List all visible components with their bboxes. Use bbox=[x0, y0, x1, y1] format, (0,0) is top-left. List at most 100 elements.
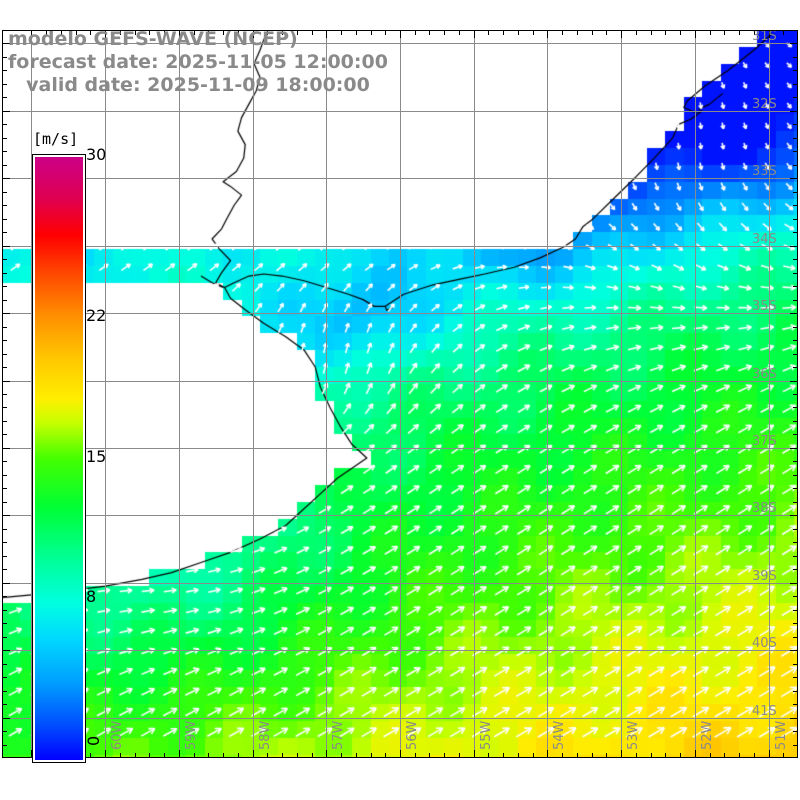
colorbar-tick: 0 bbox=[84, 735, 103, 746]
tick-minor bbox=[2, 70, 7, 71]
grid-line-lat bbox=[2, 313, 798, 314]
grid-line-lat bbox=[2, 43, 798, 44]
longitude-label: 60W bbox=[110, 720, 125, 750]
tick-minor bbox=[90, 30, 91, 35]
grid-line-lat bbox=[2, 448, 798, 449]
tick-major bbox=[2, 718, 10, 719]
grid-line-lon bbox=[253, 30, 254, 758]
tick-minor bbox=[282, 753, 283, 758]
grid-line-lat bbox=[2, 381, 798, 382]
tick-major bbox=[790, 448, 798, 449]
colorbar-tick: 8 bbox=[86, 587, 97, 607]
tick-major bbox=[695, 30, 696, 38]
tick-minor bbox=[754, 753, 755, 758]
grid-line-lon bbox=[400, 30, 401, 758]
tick-major bbox=[621, 30, 622, 38]
tick-minor bbox=[341, 30, 342, 35]
tick-minor bbox=[2, 192, 7, 193]
longitude-label: 59W bbox=[184, 720, 199, 750]
tick-major bbox=[179, 30, 180, 38]
tick-major bbox=[547, 750, 548, 758]
tick-major bbox=[695, 750, 696, 758]
tick-minor bbox=[793, 556, 798, 557]
tick-minor bbox=[606, 753, 607, 758]
map-plot-area[interactable]: 61W60W59W58W57W56W55W54W53W52W51W 31S32S… bbox=[2, 30, 798, 758]
tick-minor bbox=[793, 300, 798, 301]
tick-minor bbox=[793, 407, 798, 408]
tick-minor bbox=[793, 219, 798, 220]
tick-major bbox=[547, 30, 548, 38]
tick-minor bbox=[2, 542, 7, 543]
tick-minor bbox=[356, 30, 357, 35]
tick-minor bbox=[385, 30, 386, 35]
tick-minor bbox=[429, 753, 430, 758]
tick-minor bbox=[793, 286, 798, 287]
tick-minor bbox=[459, 753, 460, 758]
tick-minor bbox=[503, 753, 504, 758]
tick-major bbox=[2, 246, 10, 247]
tick-minor bbox=[2, 219, 7, 220]
tick-minor bbox=[2, 502, 7, 503]
tick-minor bbox=[518, 30, 519, 35]
tick-major bbox=[2, 583, 10, 584]
tick-minor bbox=[2, 340, 7, 341]
tick-minor bbox=[793, 488, 798, 489]
tick-minor bbox=[2, 637, 7, 638]
tick-minor bbox=[503, 30, 504, 35]
longitude-label: 52W bbox=[700, 720, 715, 750]
tick-minor bbox=[793, 259, 798, 260]
tick-minor bbox=[2, 664, 7, 665]
tick-minor bbox=[312, 30, 313, 35]
tick-minor bbox=[793, 97, 798, 98]
tick-minor bbox=[793, 569, 798, 570]
colorbar-tick: 30 bbox=[86, 145, 107, 164]
grid-line-lat bbox=[2, 178, 798, 179]
grid-line-lon bbox=[31, 30, 32, 758]
tick-minor bbox=[76, 30, 77, 35]
latitude-label: 36S bbox=[752, 367, 777, 382]
longitude-label: 58W bbox=[258, 720, 273, 750]
tick-minor bbox=[710, 30, 711, 35]
tick-minor bbox=[2, 569, 7, 570]
tick-minor bbox=[282, 30, 283, 35]
grid-line-lon bbox=[179, 30, 180, 758]
tick-major bbox=[790, 718, 798, 719]
grid-line-lon bbox=[769, 30, 770, 758]
tick-minor bbox=[739, 753, 740, 758]
tick-minor bbox=[2, 475, 7, 476]
tick-minor bbox=[444, 753, 445, 758]
tick-minor bbox=[783, 30, 784, 35]
tick-minor bbox=[793, 529, 798, 530]
tick-major bbox=[474, 30, 475, 38]
longitude-label: 54W bbox=[552, 720, 567, 750]
latitude-label: 32S bbox=[752, 97, 777, 112]
tick-minor bbox=[90, 753, 91, 758]
tick-minor bbox=[793, 475, 798, 476]
tick-minor bbox=[793, 138, 798, 139]
grid-line-lat bbox=[2, 718, 798, 719]
tick-major bbox=[790, 178, 798, 179]
tick-minor bbox=[793, 623, 798, 624]
tick-minor bbox=[577, 753, 578, 758]
tick-minor bbox=[793, 704, 798, 705]
tick-major bbox=[790, 43, 798, 44]
longitude-label: 57W bbox=[331, 720, 346, 750]
longitude-label: 56W bbox=[405, 720, 420, 750]
tick-minor bbox=[371, 753, 372, 758]
tick-minor bbox=[164, 753, 165, 758]
tick-major bbox=[790, 515, 798, 516]
tick-minor bbox=[724, 30, 725, 35]
grid-line-lat bbox=[2, 583, 798, 584]
grid-line-lon bbox=[326, 30, 327, 758]
tick-minor bbox=[680, 30, 681, 35]
tick-minor bbox=[793, 84, 798, 85]
tick-minor bbox=[793, 192, 798, 193]
latitude-label: 38S bbox=[752, 501, 777, 516]
longitude-label: 55W bbox=[479, 720, 494, 750]
latitude-label: 40S bbox=[752, 636, 777, 651]
tick-minor bbox=[793, 691, 798, 692]
tick-minor bbox=[312, 753, 313, 758]
tick-minor bbox=[2, 610, 7, 611]
tick-major bbox=[621, 750, 622, 758]
tick-minor bbox=[793, 434, 798, 435]
